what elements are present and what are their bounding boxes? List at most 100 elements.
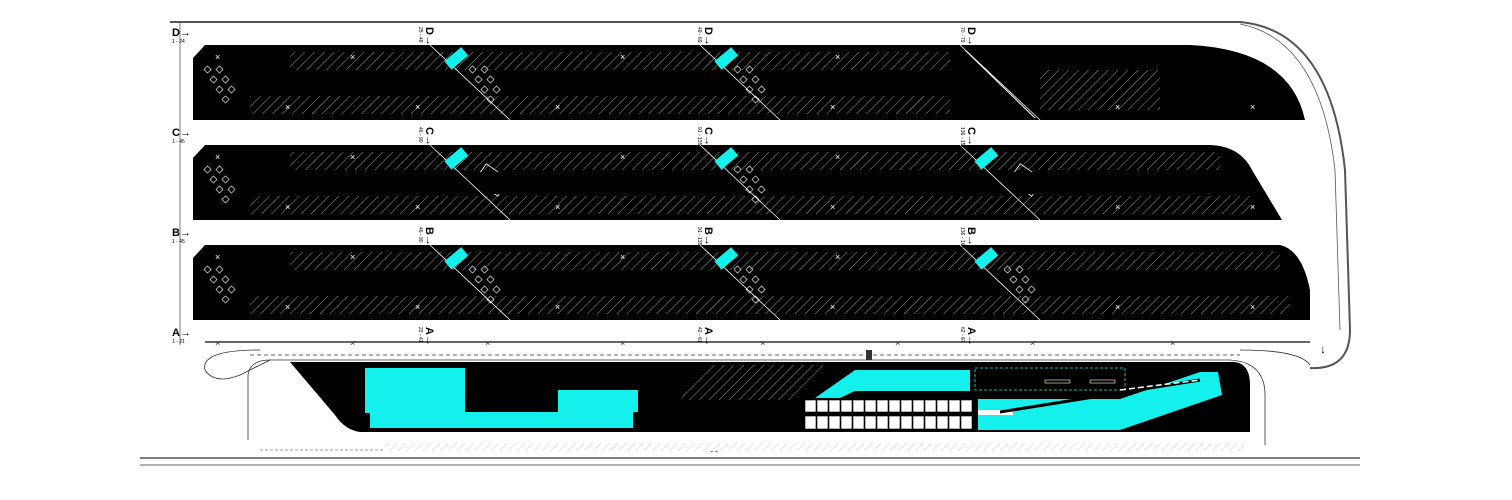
dashed-zone bbox=[974, 367, 1126, 391]
keypad-diamond-icon bbox=[1015, 285, 1024, 294]
x-marker-icon: × bbox=[620, 152, 625, 162]
cyan-core bbox=[444, 47, 469, 70]
cyan-blocks-west bbox=[365, 368, 638, 428]
cyan-core bbox=[974, 247, 999, 270]
keypad-diamond-icon bbox=[215, 165, 224, 174]
section-label: C→46 - 90 bbox=[417, 127, 435, 146]
section-label: D→25 - 48 bbox=[417, 27, 435, 46]
x-marker-icon: × bbox=[350, 52, 355, 62]
circulation-cores bbox=[444, 47, 999, 270]
keypad-diamond-icon bbox=[215, 185, 224, 194]
x-marker-icon: × bbox=[1250, 202, 1255, 212]
x-marker-icon: × bbox=[555, 102, 560, 112]
section-letter: D→ bbox=[965, 27, 977, 46]
keypad-diamond-icon bbox=[486, 95, 495, 104]
grid-cell bbox=[840, 399, 853, 413]
x-marker-icon: × bbox=[350, 338, 355, 348]
section-letter: A→ bbox=[423, 327, 435, 346]
section-range: 46 - 90 bbox=[417, 227, 423, 243]
keypad-diamond-icon bbox=[480, 85, 489, 94]
x-marker-icon: × bbox=[835, 252, 840, 262]
grid-cell bbox=[828, 415, 841, 430]
grid-cell bbox=[864, 415, 877, 430]
grid-cell bbox=[876, 415, 889, 430]
keypad-diamond-icon bbox=[221, 275, 230, 284]
grid-cell bbox=[960, 415, 973, 430]
lower-building bbox=[290, 362, 1250, 451]
section-label: B→136 - 164 bbox=[959, 227, 977, 248]
keypad-diamond-icon bbox=[474, 275, 483, 284]
x-marker-icon: × bbox=[1250, 302, 1255, 312]
keypad-diamond-icon bbox=[492, 85, 501, 94]
keypad-diamond-icon bbox=[739, 75, 748, 84]
svg-text:↓: ↓ bbox=[1295, 256, 1305, 271]
grid-cell bbox=[936, 415, 949, 430]
row-range: 1 - 21 bbox=[172, 339, 185, 345]
section-divider bbox=[699, 144, 781, 221]
x-marker-icon: × bbox=[285, 102, 290, 112]
section-range: 49 - 69 bbox=[696, 27, 702, 43]
grid-cell bbox=[852, 399, 865, 413]
parking-row-b bbox=[193, 245, 1310, 320]
x-marker-icon: × bbox=[1250, 102, 1255, 112]
keypad-diamond-icon bbox=[209, 75, 218, 84]
keypad-diamond-icon bbox=[757, 85, 766, 94]
section-range: 136 - 164 bbox=[959, 227, 965, 248]
grid-cell bbox=[912, 415, 925, 430]
row-label: B→1 - 45 bbox=[172, 227, 191, 245]
section-letter: B→ bbox=[423, 227, 435, 246]
grid-cell bbox=[852, 415, 865, 430]
grid-cell bbox=[828, 399, 841, 413]
section-divider bbox=[959, 244, 1041, 321]
section-letter: D→ bbox=[423, 27, 435, 46]
keypad-diamond-icon bbox=[221, 195, 230, 204]
keypad-diamond-icon bbox=[474, 75, 483, 84]
x-marker-icon: × bbox=[835, 52, 840, 62]
keypad-diamond-icon bbox=[751, 275, 760, 284]
row-letter: A→ bbox=[172, 327, 191, 339]
cyan-core bbox=[714, 247, 739, 270]
grid-cell bbox=[936, 399, 949, 413]
keypad-diamond-icon bbox=[757, 285, 766, 294]
keypad-diamond-icon bbox=[745, 265, 754, 274]
grid-cell bbox=[912, 399, 925, 413]
grid-cell bbox=[924, 415, 937, 430]
row-range: 1 - 24 bbox=[172, 39, 185, 45]
keypad-diamond-icon bbox=[751, 295, 760, 304]
section-label: A→42 - 61 bbox=[696, 327, 714, 346]
keypad-diamond-icon bbox=[203, 165, 212, 174]
row-range: 1 - 45 bbox=[172, 139, 185, 145]
section-dividers bbox=[429, 44, 1041, 321]
grid-cell bbox=[840, 415, 853, 430]
keypad-diamond-icon bbox=[221, 75, 230, 84]
keypad-diamond-icon bbox=[221, 95, 230, 104]
keypad-diamond-icon bbox=[733, 165, 742, 174]
x-marker-icon: × bbox=[620, 52, 625, 62]
section-divider bbox=[429, 244, 511, 321]
grid-cell bbox=[948, 399, 961, 413]
keypad-diamond-icon bbox=[203, 265, 212, 274]
keypad-diamond-icon bbox=[751, 195, 760, 204]
keypad-diamond-icon bbox=[751, 95, 760, 104]
x-marker-icon: × bbox=[1170, 338, 1175, 348]
stair-marker bbox=[866, 350, 872, 360]
section-label: A→22 - 41 bbox=[417, 327, 435, 346]
x-marker-icon: × bbox=[415, 102, 420, 112]
section-label: A→62 - 67 bbox=[959, 327, 977, 346]
cyan-core bbox=[714, 147, 739, 170]
keypad-diamond-icon bbox=[745, 185, 754, 194]
row-label: A→1 - 21 bbox=[172, 327, 191, 345]
section-letter: B→ bbox=[965, 227, 977, 246]
keypad-diamond-icon bbox=[739, 275, 748, 284]
keypad-diamond-icon bbox=[468, 265, 477, 274]
keypad-diamond-icon bbox=[1009, 275, 1018, 284]
x-marker-icon: × bbox=[215, 252, 220, 262]
keypad-diamond-icon bbox=[215, 85, 224, 94]
section-divider bbox=[959, 44, 1041, 121]
section-letter: A→ bbox=[965, 327, 977, 346]
section-range: 70 - 79 bbox=[959, 27, 965, 43]
drive-aisles bbox=[280, 72, 1290, 294]
section-range: 62 - 67 bbox=[959, 327, 965, 343]
x-marker-icon: × bbox=[415, 202, 420, 212]
keypad-clusters: × × × × × × × × × × × × × × × × × × × × × × × × × × × × × × bbox=[203, 52, 1255, 312]
